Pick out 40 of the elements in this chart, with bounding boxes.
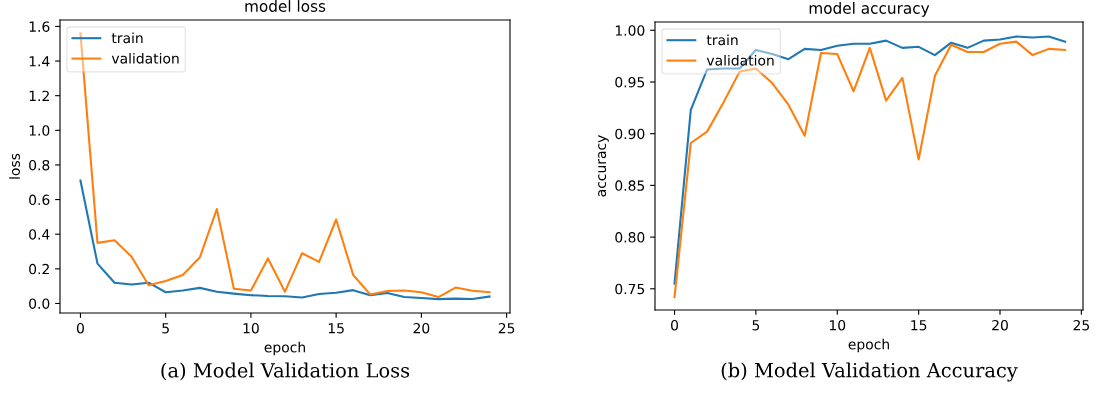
legend-label: validation [706, 54, 774, 66]
x-tick-label: 20 [413, 322, 430, 334]
x-tick-label: 20 [992, 319, 1008, 331]
x-tick-label: 10 [829, 319, 846, 331]
text: (b) Model Validation Accuracy [721, 362, 1018, 382]
y-tick-label: 0.2 [29, 263, 49, 275]
y-tick-label: 1.2 [29, 90, 49, 101]
y-tick-label: 0.8 [29, 159, 50, 171]
y-axis-title: accuracy [598, 135, 609, 197]
legend-label: train [111, 32, 143, 44]
x-tick-label: 15 [911, 320, 927, 331]
y-tick-label: 0.0 [29, 298, 50, 309]
y-tick-label: 1.6 [29, 21, 50, 32]
legend-label: train [706, 34, 738, 46]
text: (a) Model Validation Loss [161, 362, 410, 381]
chart-title: model accuracy [809, 2, 930, 17]
x-tick-label: 5 [752, 320, 760, 331]
x-tick-label: 25 [1073, 319, 1089, 331]
y-tick-label: 0.90 [615, 128, 645, 140]
x-tick-label: 0 [76, 322, 84, 334]
y-tick-label: 0.6 [29, 194, 50, 206]
y-tick-label: 0.80 [615, 232, 645, 243]
y-tick-label: 1.4 [29, 56, 50, 67]
legend-label: validation [111, 52, 179, 64]
x-tick-label: 0 [671, 319, 679, 331]
y-tick-label: 0.75 [615, 283, 645, 295]
y-tick-label: 0.95 [615, 76, 645, 88]
y-tick-label: 1.00 [615, 25, 645, 36]
y-tick-label: 0.85 [615, 180, 645, 191]
y-axis-title: loss [9, 153, 20, 179]
line-series [79, 179, 491, 301]
chart-title: model loss [245, 0, 326, 12]
y-tick-label: 0.4 [29, 229, 50, 240]
x-tick-label: 15 [328, 323, 344, 334]
x-axis-title: epoch [264, 341, 305, 356]
x-tick-label: 25 [498, 322, 515, 334]
x-tick-label: 10 [243, 322, 259, 334]
x-axis-title: epoch [848, 338, 889, 353]
y-tick-label: 1.0 [29, 125, 50, 136]
x-tick-label: 5 [162, 323, 169, 334]
